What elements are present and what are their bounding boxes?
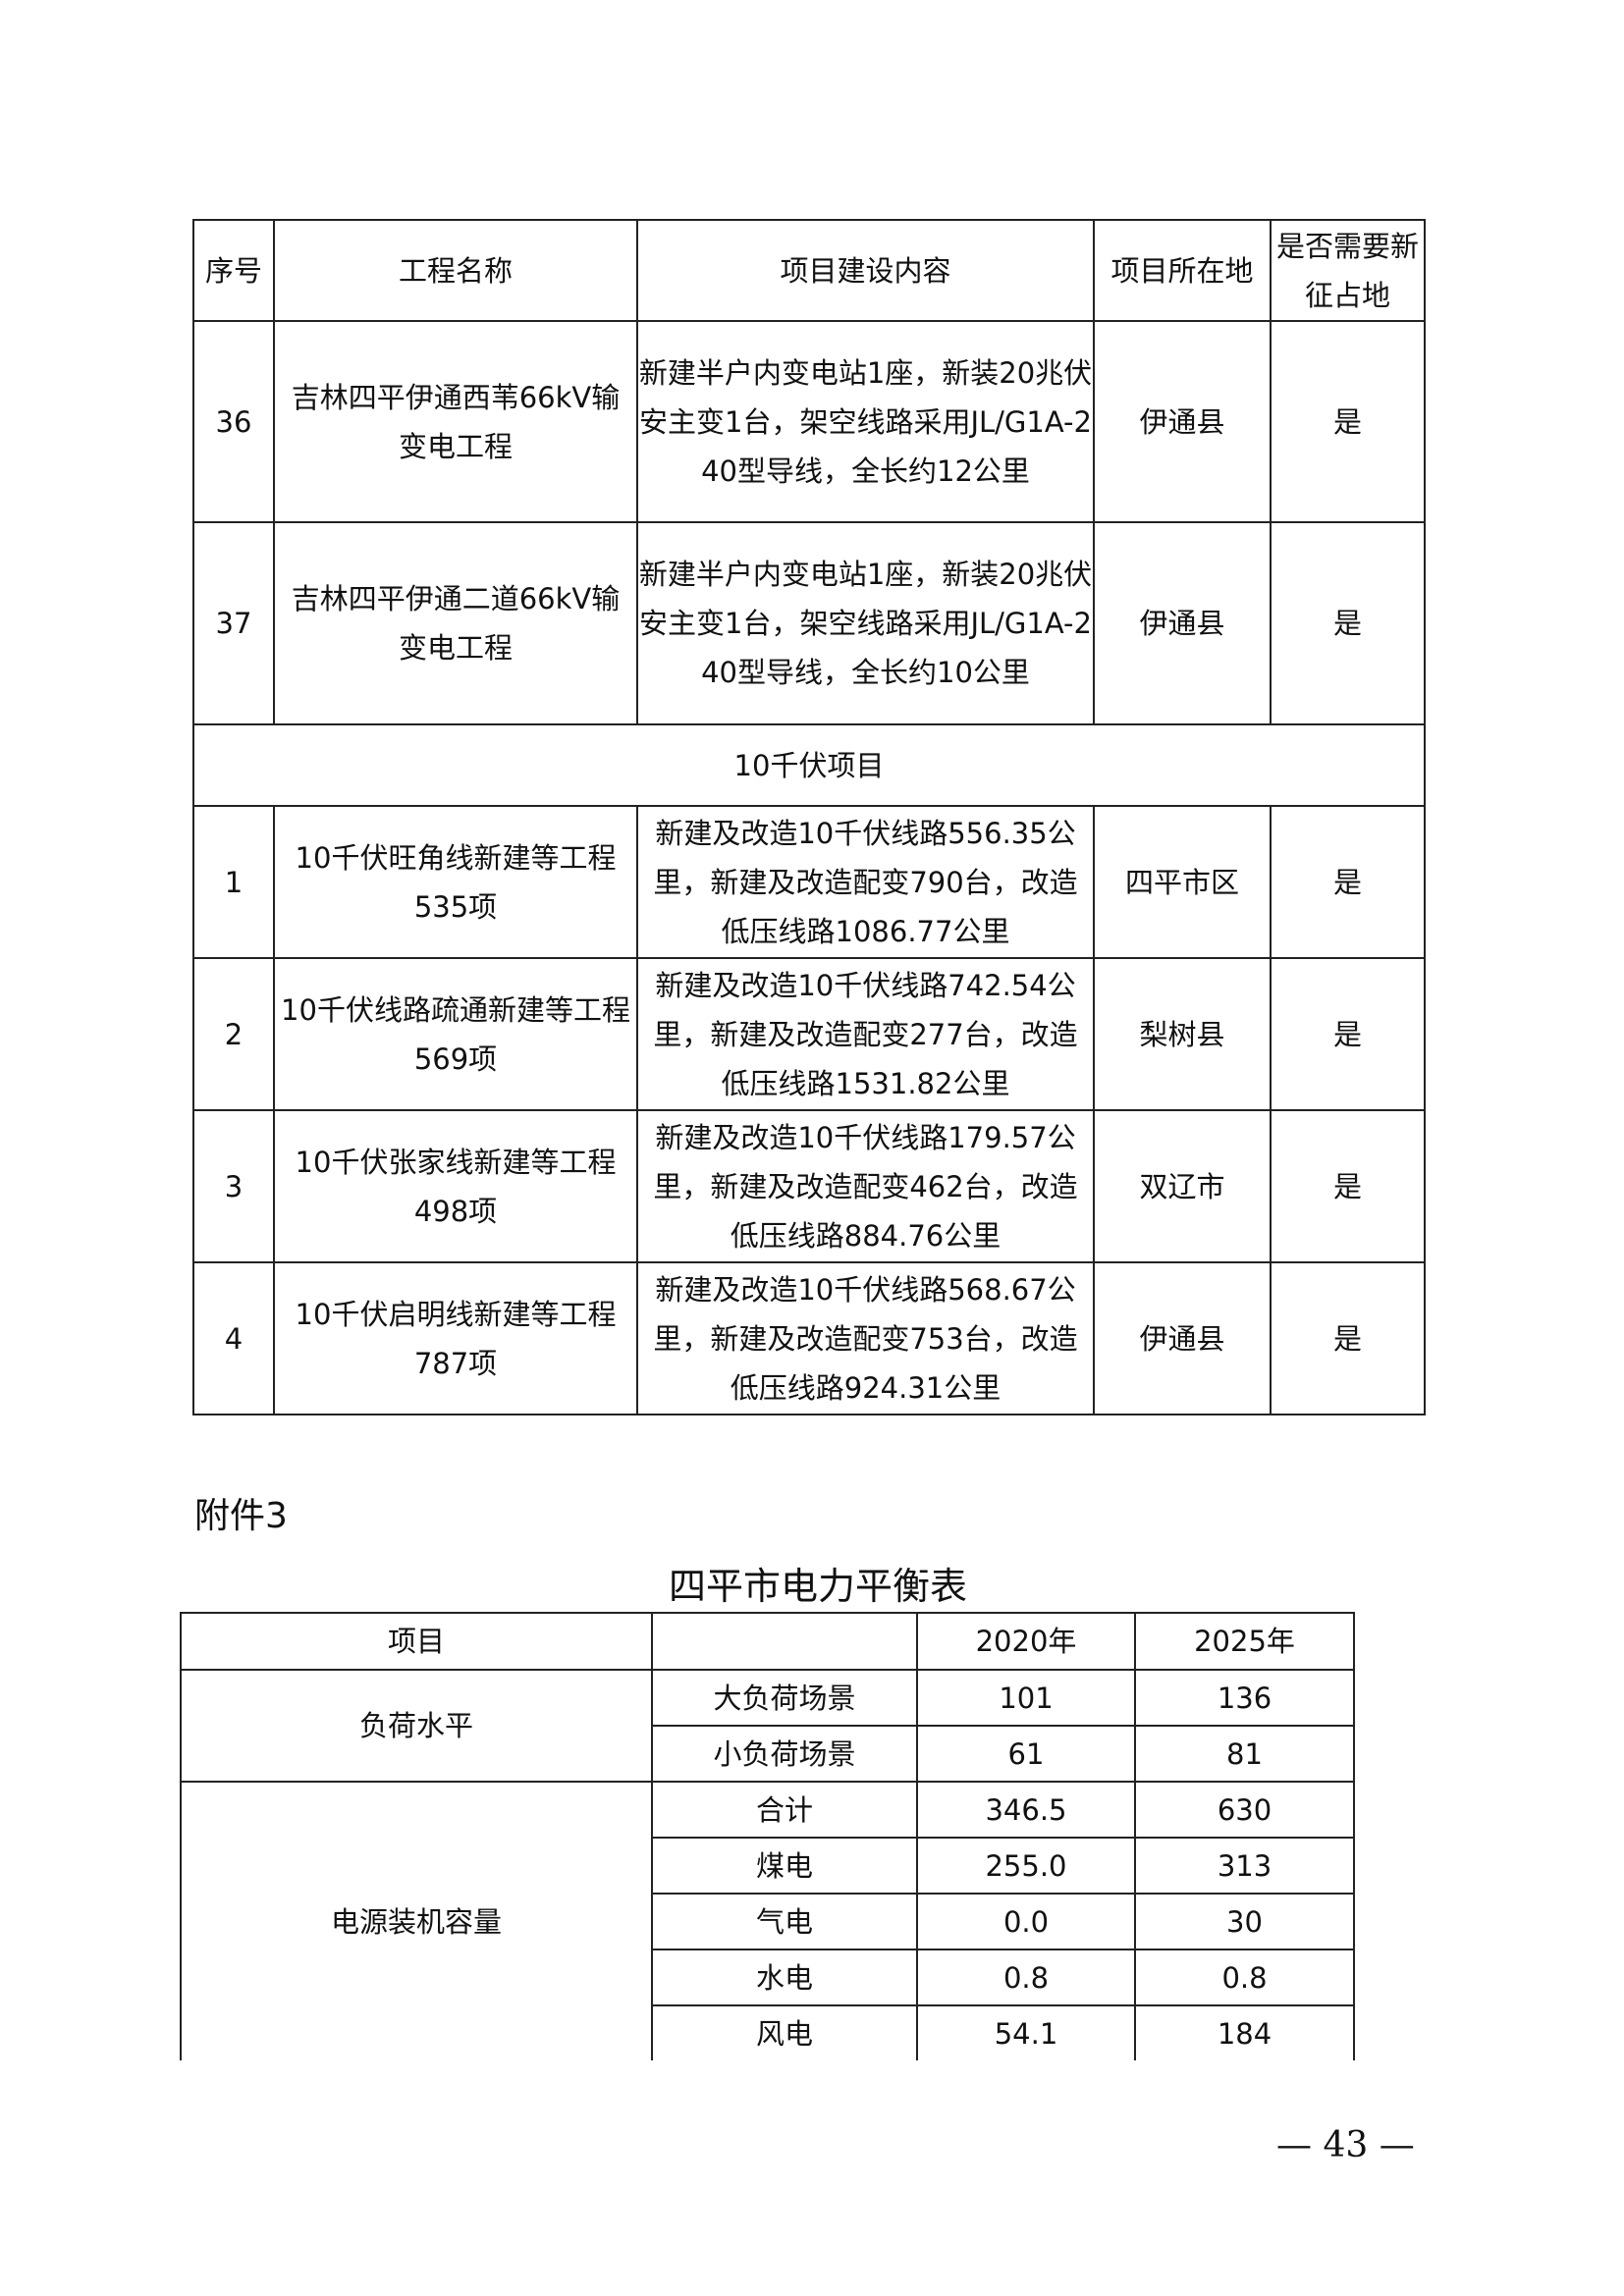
value-2020: 61 bbox=[916, 1725, 1136, 1783]
project-content: 新建及改造10千伏线路556.35公里，新建及改造配变790台，改造低压线路10… bbox=[636, 805, 1095, 959]
header-cell: 2025年 bbox=[1134, 1612, 1355, 1671]
row-number: 4 bbox=[192, 1261, 275, 1415]
group-label: 电源装机容量 bbox=[180, 1781, 653, 2060]
item-label: 气电 bbox=[651, 1893, 918, 1950]
project-name: 10千伏张家线新建等工程498项 bbox=[273, 1109, 638, 1263]
item-label: 合计 bbox=[651, 1781, 918, 1839]
value-2025: 81 bbox=[1134, 1725, 1355, 1783]
table-row: 36 吉林四平伊通西苇66kV输变电工程 新建半户内变电站1座，新装20兆伏安主… bbox=[192, 320, 1426, 523]
table-row: 1 10千伏旺角线新建等工程535项 新建及改造10千伏线路556.35公里，新… bbox=[192, 805, 1426, 959]
item-label: 大负荷场景 bbox=[651, 1669, 918, 1727]
row-number: 37 bbox=[192, 521, 275, 725]
item-label: 水电 bbox=[651, 1949, 918, 2006]
row-number: 2 bbox=[192, 957, 275, 1111]
table-header-row: 项目 2020年 2025年 bbox=[180, 1612, 1355, 1671]
value-2020: 346.5 bbox=[916, 1781, 1136, 1839]
land-required: 是 bbox=[1270, 1109, 1426, 1263]
header-cell: 工程名称 bbox=[273, 219, 638, 322]
table-row: 煤电 255.0 313 bbox=[181, 1837, 1355, 1895]
group-label: 负荷水平 bbox=[180, 1669, 653, 1783]
project-content: 新建半户内变电站1座，新装20兆伏安主变1台，架空线路采用JL/G1A-240型… bbox=[636, 521, 1095, 725]
table-row: 37 吉林四平伊通二道66kV输变电工程 新建半户内变电站1座，新装20兆伏安主… bbox=[192, 521, 1426, 725]
table-row: 水电 0.8 0.8 bbox=[181, 1949, 1355, 2006]
value-2020: 54.1 bbox=[916, 2004, 1136, 2060]
land-required: 是 bbox=[1270, 320, 1426, 523]
balance-table-title: 四平市电力平衡表 bbox=[668, 1565, 967, 1608]
project-name: 10千伏启明线新建等工程787项 bbox=[273, 1261, 638, 1415]
section-row: 10千伏项目 bbox=[192, 723, 1426, 807]
table-header-row: 序号 工程名称 项目建设内容 项目所在地 是否需要新征占地 bbox=[192, 219, 1426, 322]
value-2025: 0.8 bbox=[1134, 1949, 1355, 2006]
land-required: 是 bbox=[1270, 521, 1426, 725]
project-location: 伊通县 bbox=[1093, 320, 1272, 523]
table-row: 气电 0.0 30 bbox=[181, 1893, 1355, 1950]
land-required: 是 bbox=[1270, 957, 1426, 1111]
header-cell: 序号 bbox=[192, 219, 275, 322]
project-content: 新建及改造10千伏线路568.67公里，新建及改造配变753台，改造低压线路92… bbox=[636, 1261, 1095, 1415]
value-2020: 101 bbox=[916, 1669, 1136, 1727]
header-cell: 是否需要新征占地 bbox=[1270, 219, 1426, 322]
header-cell: 项目所在地 bbox=[1093, 219, 1272, 322]
item-label: 小负荷场景 bbox=[651, 1725, 918, 1783]
table-row: 风电 54.1 184 bbox=[181, 2004, 1355, 2060]
land-required: 是 bbox=[1270, 1261, 1426, 1415]
table-row: 负荷水平 大负荷场景 101 136 bbox=[180, 1669, 1355, 1783]
header-cell bbox=[651, 1612, 918, 1671]
table-row: 2 10千伏线路疏通新建等工程569项 新建及改造10千伏线路742.54公里，… bbox=[192, 957, 1426, 1111]
header-cell: 2020年 bbox=[916, 1612, 1136, 1671]
project-content: 新建及改造10千伏线路179.57公里，新建及改造配变462台，改造低压线路88… bbox=[636, 1109, 1095, 1263]
value-2020: 0.8 bbox=[916, 1949, 1136, 2006]
value-2020: 255.0 bbox=[916, 1837, 1136, 1895]
row-number: 3 bbox=[192, 1109, 275, 1263]
power-balance-table: 项目 2020年 2025年 负荷水平 大负荷场景 101 136 小负荷场景 … bbox=[180, 1612, 1355, 2060]
project-location: 伊通县 bbox=[1093, 521, 1272, 725]
project-location: 伊通县 bbox=[1093, 1261, 1272, 1415]
project-name: 10千伏线路疏通新建等工程569项 bbox=[273, 957, 638, 1111]
project-name: 10千伏旺角线新建等工程535项 bbox=[273, 805, 638, 959]
project-name: 吉林四平伊通西苇66kV输变电工程 bbox=[273, 320, 638, 523]
value-2025: 136 bbox=[1134, 1669, 1355, 1727]
table-row: 4 10千伏启明线新建等工程787项 新建及改造10千伏线路568.67公里，新… bbox=[192, 1261, 1426, 1415]
value-2025: 184 bbox=[1134, 2004, 1355, 2060]
table-row: 3 10千伏张家线新建等工程498项 新建及改造10千伏线路179.57公里，新… bbox=[192, 1109, 1426, 1263]
item-label: 煤电 bbox=[651, 1837, 918, 1895]
project-location: 双辽市 bbox=[1093, 1109, 1272, 1263]
value-2020: 0.0 bbox=[916, 1893, 1136, 1950]
land-required: 是 bbox=[1270, 805, 1426, 959]
header-cell: 项目建设内容 bbox=[636, 219, 1095, 322]
project-name: 吉林四平伊通二道66kV输变电工程 bbox=[273, 521, 638, 725]
project-table: 序号 工程名称 项目建设内容 项目所在地 是否需要新征占地 36 吉林四平伊通西… bbox=[192, 219, 1426, 1415]
value-2025: 30 bbox=[1134, 1893, 1355, 1950]
value-2025: 630 bbox=[1134, 1781, 1355, 1839]
row-number: 36 bbox=[192, 320, 275, 523]
annex-label: 附件3 bbox=[194, 1496, 288, 1536]
project-location: 梨树县 bbox=[1093, 957, 1272, 1111]
page-number: — 43 — bbox=[1276, 2125, 1415, 2165]
table-row: 小负荷场景 61 81 bbox=[181, 1725, 1355, 1783]
project-location: 四平市区 bbox=[1093, 805, 1272, 959]
row-number: 1 bbox=[192, 805, 275, 959]
section-label: 10千伏项目 bbox=[192, 723, 1426, 807]
project-content: 新建及改造10千伏线路742.54公里，新建及改造配变277台，改造低压线路15… bbox=[636, 957, 1095, 1111]
header-cell: 项目 bbox=[180, 1612, 653, 1671]
item-label: 风电 bbox=[651, 2004, 918, 2060]
table-row: 电源装机容量 合计 346.5 630 bbox=[180, 1781, 1355, 2060]
value-2025: 313 bbox=[1134, 1837, 1355, 1895]
project-content: 新建半户内变电站1座，新装20兆伏安主变1台，架空线路采用JL/G1A-240型… bbox=[636, 320, 1095, 523]
